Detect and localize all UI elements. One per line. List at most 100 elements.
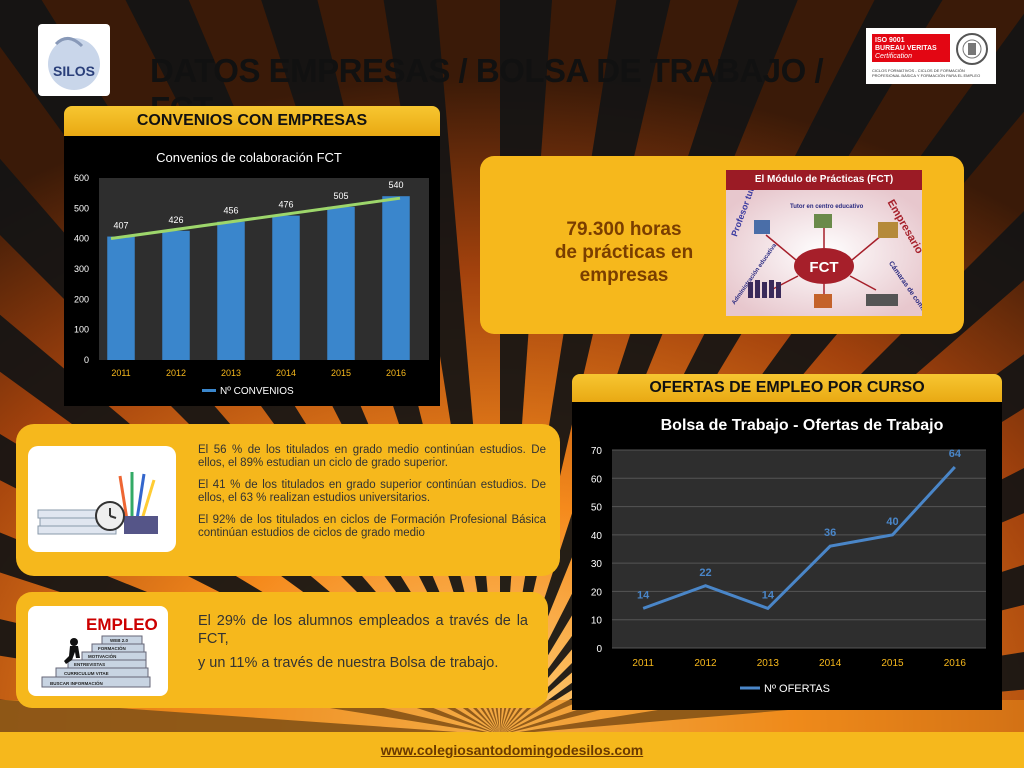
line-x-tick: 2014 [819,658,842,669]
line-x-tick: 2011 [632,658,654,669]
career-stairs-icon: EMPLEO WEB 2.0 FORMACIÓN MOTIVACIÓN ENTR… [41,615,158,688]
empleo-box: EMPLEO WEB 2.0 FORMACIÓN MOTIVACIÓN ENTR… [16,592,548,708]
bar-chart-title: Convenios de colaboración FCT [156,150,342,165]
stat-paragraph-2: El 41 % de los titulados en grado superi… [198,479,546,504]
step-6: BUSCAR INFORMACIÓN [50,679,103,686]
diagram-title: El Módulo de Prácticas (FCT) [726,170,922,190]
bar-x-tick: 2016 [386,368,406,378]
diagram-center: FCT [809,259,838,276]
ofertas-banner: OFERTAS DE EMPLEO POR CURSO [572,374,1002,402]
line-x-tick: 2016 [944,658,967,669]
ofertas-line-chart: Bolsa de Trabajo - Ofertas de Trabajo 0 1… [591,417,986,695]
student-icon [814,294,832,308]
bar-data-label: 476 [278,200,293,210]
convenios-banner: CONVENIOS CON EMPRESAS [64,106,440,136]
school-logo: SILOS [38,24,110,96]
step-3: MOTIVACIÓN [88,652,116,659]
bar [107,236,135,360]
diagram-label-tutor: Tutor en centro educativo [790,204,864,210]
fct-hours-box: 79.300 horas de prácticas en empresas El… [480,156,964,334]
line-x-tick: 2015 [881,658,904,669]
convenios-bar-chart: Convenios de colaboración FCT 0 100 200 300… [74,150,429,397]
convenios-chart-panel: Convenios de colaboración FCT 0 100 200 300… [64,136,440,406]
line-data-label: 14 [637,589,650,601]
hours-line1: 79.300 horas [566,219,682,240]
chamber-building-icon [866,294,898,306]
cert-line1: ISO 9001 [875,37,905,44]
fct-center-ellipse [794,248,854,284]
stats-box: El 56 % de los titulados en grado medio … [16,424,560,576]
line-y-tick: 20 [591,587,603,598]
ofertas-chart-panel: Bolsa de Trabajo - Ofertas de Trabajo 0 1… [572,402,1002,710]
line-data-label: 14 [762,589,775,601]
bar-y-tick: 0 [84,355,89,365]
bar-legend-label: Nº CONVENIOS [220,386,294,397]
line-x-tick: 2012 [694,658,717,669]
line-chart-title: Bolsa de Trabajo - Ofertas de Trabajo [661,417,944,434]
stat-paragraph-1: El 56 % de los titulados en grado medio … [198,444,546,469]
line-y-tick: 30 [591,559,603,570]
bar-x-tick: 2012 [166,368,186,378]
school-icon [814,214,832,228]
climbing-person-icon [64,638,80,664]
empleo-image: EMPLEO WEB 2.0 FORMACIÓN MOTIVACIÓN ENTR… [28,606,168,696]
bar-x-tick: 2011 [111,368,130,378]
stat-paragraph-3: El 92% de los titulados en ciclos de For… [198,514,546,539]
empleo-line-2: y un 11% a través de nuestra Bolsa de tr… [198,655,499,671]
empleo-image-title: EMPLEO [86,615,158,634]
bar [382,196,410,360]
bar-y-tick: 500 [74,203,89,213]
business-icon [878,222,898,238]
page-title: DATOS EMPRESAS / BOLSA DE TRABAJO / FCT [150,52,824,127]
bar-data-label: 540 [388,180,403,190]
line-data-label: 64 [949,448,962,460]
fct-diagram: El Módulo de Prácticas (FCT) FCT Profeso… [726,170,934,324]
step-4: ENTREVISTAS [74,662,105,667]
line-legend-label: Nº OFERTAS [764,683,830,695]
bar [327,206,355,360]
bar-data-label: 426 [168,215,183,225]
cert-line3: Certification [875,53,912,60]
footer-bar [0,732,1024,768]
bar [162,230,190,360]
bar-x-tick: 2015 [331,368,351,378]
bar [272,215,300,360]
line-y-tick: 60 [591,474,603,485]
stationery-image [28,446,176,552]
line-plot-area [612,450,986,648]
cert-small-text: CICLOS FORMATIVOS - CICLOS DE FORMACIÓN … [872,68,981,78]
iso-certification-badge: ISO 9001 BUREAU VERITAS Certification CI… [866,28,996,84]
bar-data-label: 456 [223,206,238,216]
teacher-icon [754,220,770,234]
step-1: WEB 2.0 [110,638,129,643]
bar-trendline [110,196,401,241]
step-5: CURRICULUM VITAE [64,671,109,676]
bar-y-tick: 100 [74,325,89,335]
line-data-label: 40 [886,516,898,528]
line-y-tick: 10 [591,616,603,627]
website-link[interactable]: www.colegiosantodomingodesilos.com [380,742,644,758]
bar-y-tick: 300 [74,264,89,274]
line-y-tick: 50 [591,503,603,514]
bar-y-tick: 600 [74,173,89,183]
line-data-label: 36 [824,527,836,539]
bar-y-tick: 400 [74,234,89,244]
line-y-tick: 40 [591,531,603,542]
bar-data-label: 505 [333,191,348,201]
logo-text: SILOS [53,63,95,79]
step-2: FORMACIÓN [98,644,126,651]
fct-diagram-graphic: FCT Profesor tutor Tutor en centro educa… [726,177,934,324]
people-group-icon [748,280,781,298]
hours-line3: empresas [579,265,669,286]
bar-x-tick: 2014 [276,368,296,378]
bar-plot-area [99,178,429,360]
ofertas-series-line [642,465,956,611]
bar-data-label: 407 [113,221,128,231]
line-x-tick: 2013 [757,658,780,669]
line-y-tick: 0 [596,644,602,655]
hours-line2: de prácticas en [554,242,694,263]
empleo-line-1: El 29% de los alumnos empleados a través… [198,613,528,647]
line-data-label: 22 [699,567,711,579]
cert-line2: BUREAU VERITAS [875,45,937,52]
bar-x-tick: 2013 [221,368,241,378]
